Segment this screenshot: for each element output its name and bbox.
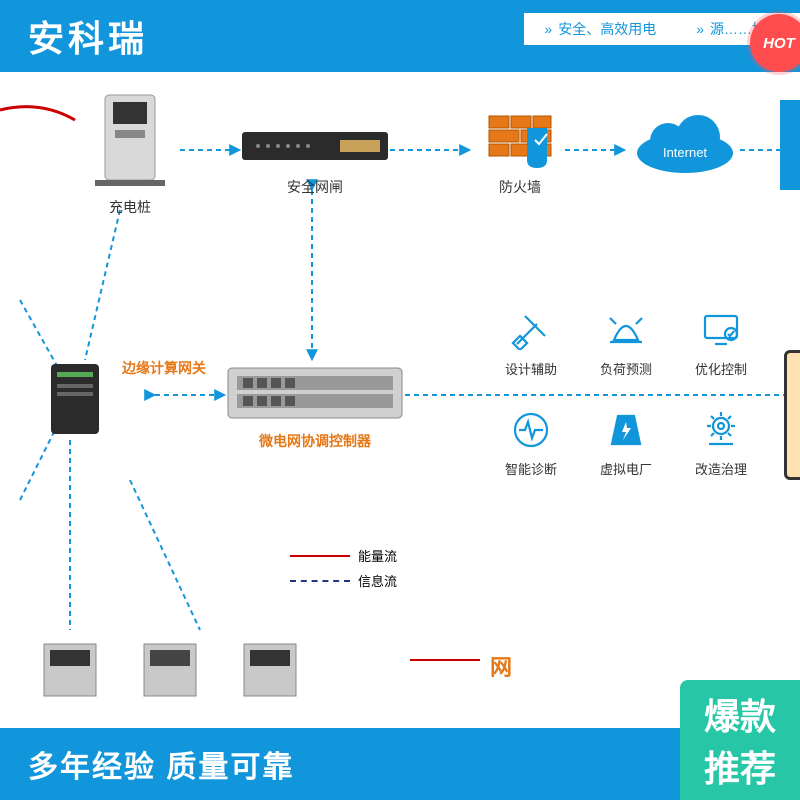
gateway-label: 安全网闸 (240, 177, 390, 197)
controller-node: 微电网协调控制器 (225, 362, 405, 451)
charger-node: 充电桩 (75, 90, 185, 217)
monitor-check-icon (701, 310, 741, 350)
legend: 能量流 信息流 (290, 540, 397, 596)
charger-icon (85, 90, 175, 190)
alarm-icon (606, 310, 646, 350)
feature-forecast: 负荷预测 (590, 310, 662, 378)
feature-retrofit: 改造治理 (685, 410, 757, 478)
info-line-icon (290, 580, 350, 582)
legend-label: 信息流 (358, 571, 397, 590)
tablet-edge (784, 350, 800, 480)
edge-gateway-label: 边缘计算网关 (122, 358, 206, 378)
firewall-label: 防火墙 (475, 177, 565, 197)
firewall-node: 防火墙 (475, 110, 565, 197)
promo-line1: 爆款 (704, 688, 776, 740)
feature-diagnose: 智能诊断 (495, 410, 567, 478)
cloud-icon: Internet (630, 115, 740, 175)
cloud-node: Internet (625, 115, 745, 178)
gear-icon (701, 410, 741, 450)
panel-icon (240, 640, 300, 700)
controller-icon (225, 362, 405, 424)
svg-text:Internet: Internet (663, 145, 707, 160)
feature-optimize: 优化控制 (685, 310, 757, 378)
hot-badge: HOT (750, 14, 800, 72)
promo-line2: 推荐 (704, 740, 776, 792)
feature-design: 设计辅助 (495, 310, 567, 378)
tab-safety[interactable]: » 安全、高效用电 (524, 13, 676, 45)
charger-label: 充电桩 (75, 197, 185, 217)
hot-text: HOT (763, 35, 795, 52)
feature-label: 改造治理 (685, 459, 757, 478)
firewall-icon (485, 110, 555, 170)
chevron-icon: » (544, 21, 552, 37)
edge-gateway-node (35, 360, 115, 441)
feature-vpp: 虚拟电厂 (590, 410, 662, 478)
legend-energy: 能量流 (290, 546, 397, 565)
controller-label: 微电网协调控制器 (225, 431, 405, 451)
feature-label: 优化控制 (685, 359, 757, 378)
panel-icon (140, 640, 200, 700)
tab-label: 安全、高效用电 (558, 19, 656, 39)
footer-text: 多年经验 质量可靠 (28, 742, 294, 786)
legend-info: 信息流 (290, 571, 397, 590)
panel-icon (40, 640, 100, 700)
feature-label: 虚拟电厂 (590, 459, 662, 478)
plant-icon (606, 410, 646, 450)
rack-icon (240, 120, 390, 170)
energy-line-icon (290, 555, 350, 557)
wang-icon: 网 (490, 650, 512, 682)
bottom-devices (40, 640, 300, 700)
gateway-node: 安全网闸 (240, 120, 390, 197)
feature-label: 负荷预测 (590, 359, 662, 378)
pulse-icon (511, 410, 551, 450)
edge-block (780, 100, 800, 190)
promo-badge: 爆款 推荐 (680, 680, 800, 800)
chevron-icon: » (696, 21, 704, 37)
edge-device-icon (45, 360, 105, 438)
ruler-icon (511, 310, 551, 350)
legend-label: 能量流 (358, 546, 397, 565)
feature-label: 智能诊断 (495, 459, 567, 478)
feature-label: 设计辅助 (495, 359, 567, 378)
brand-title: 安科瑞 (28, 10, 148, 62)
